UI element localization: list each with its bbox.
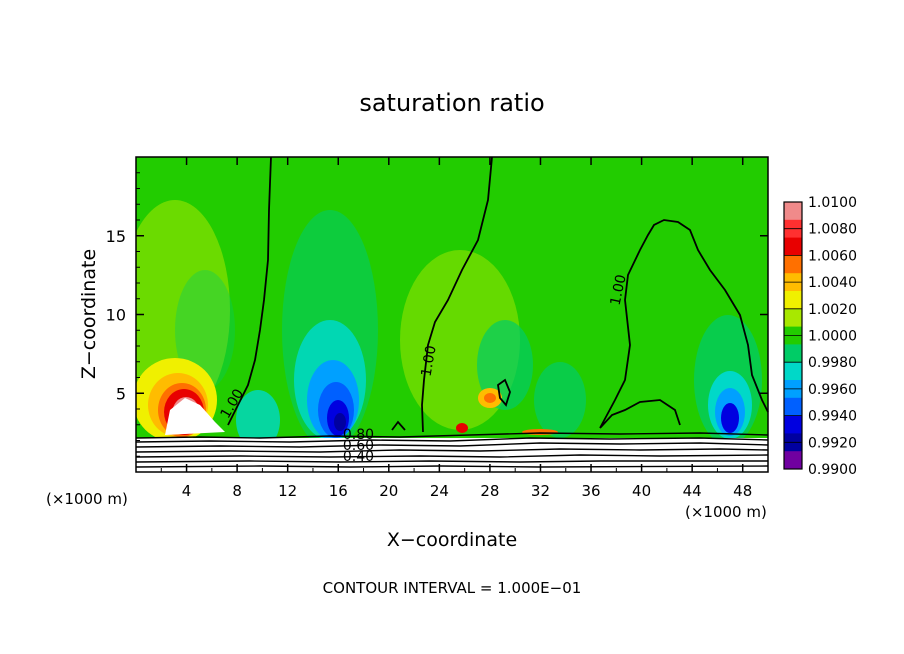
contour-1-00-c <box>599 219 769 429</box>
y-tick-label: 15 <box>106 227 126 246</box>
surface-contour-4 <box>136 448 768 453</box>
x-tick-label: 12 <box>278 482 297 500</box>
y-tick-label: 5 <box>116 384 126 403</box>
colorbar-label: 0.9980 <box>808 355 857 371</box>
x-tick-label: 8 <box>232 482 242 500</box>
colorbar-label: 1.0080 <box>808 222 857 238</box>
surface-contour-7 <box>136 465 768 468</box>
saturated-cloud-4 <box>165 398 225 435</box>
colorbar: 1.0100 1.0080 1.0060 1.0040 1.0020 1.0000 0.99… <box>783 195 857 478</box>
colorbar-swatch <box>784 255 802 274</box>
moist-spot-28b <box>484 393 496 403</box>
y-tick-label: 10 <box>106 306 126 325</box>
x-tick-label: 36 <box>581 482 600 500</box>
plume-dry-8 <box>236 390 280 450</box>
colorbar-swatch <box>784 291 802 310</box>
x-tick-label: 40 <box>632 482 651 500</box>
colorbar-swatch <box>784 451 802 470</box>
plume-dry-64 <box>175 270 235 390</box>
contour-1-00-a <box>227 156 272 426</box>
colorbar-label: 0.9920 <box>808 435 857 451</box>
y-axis-label: Z−coordinate <box>78 249 100 379</box>
colorbar-swatch <box>784 308 802 328</box>
contour-label: 1.00 <box>419 344 440 377</box>
plume-dry-30 <box>477 320 533 410</box>
surface-contour-2 <box>136 437 768 443</box>
saturation-field <box>136 157 768 472</box>
contour-label: 0.60 <box>343 438 374 454</box>
moist-spot-26 <box>456 423 468 433</box>
plume-dry-16f <box>334 413 346 431</box>
x-tick-label: 48 <box>733 482 752 500</box>
contour-1-00-e <box>391 420 406 431</box>
colorbar-label: 1.0040 <box>808 275 857 291</box>
contour-1-00-d <box>497 378 511 407</box>
plume-dry-46d <box>721 403 739 433</box>
surface-contours <box>136 432 768 468</box>
x-unit-right: (×1000 m) <box>685 503 767 521</box>
colorbar-label: 0.9960 <box>808 382 857 398</box>
contour-interval-note: CONTOUR INTERVAL = 1.000E−01 <box>323 579 582 597</box>
surface-contour-1 <box>136 432 768 439</box>
contour-lines <box>227 156 769 433</box>
colorbar-swatch <box>784 344 802 363</box>
x-unit-left: (×1000 m) <box>46 490 128 508</box>
x-tick-label: 24 <box>430 482 449 500</box>
colorbar-swatch <box>784 202 802 221</box>
colorbar-label: 1.0020 <box>808 302 857 318</box>
x-tick-label: 20 <box>379 482 398 500</box>
colorbar-label: 1.0060 <box>808 248 857 264</box>
contour-label: 1.00 <box>608 273 630 307</box>
chart-title: saturation ratio <box>359 89 544 117</box>
colorbar-label: 1.0100 <box>808 195 857 211</box>
x-axis-label: X−coordinate <box>387 529 517 551</box>
colorbar-swatch <box>784 362 802 381</box>
surface-contour-5 <box>136 454 768 458</box>
surface-contour-6 <box>136 460 768 463</box>
moist-spot-32 <box>522 429 558 435</box>
colorbar-swatch <box>784 237 802 256</box>
x-tick-label: 44 <box>683 482 702 500</box>
colorbar-label: 1.0000 <box>808 329 857 345</box>
colorbar-swatch <box>784 415 802 434</box>
colorbar-swatch <box>784 397 802 417</box>
plume-dry-34 <box>534 362 586 438</box>
surface-contour-3 <box>136 442 768 448</box>
colorbar-label: 0.9900 <box>808 462 857 478</box>
x-tick-label: 4 <box>182 482 192 500</box>
colorbar-label: 0.9940 <box>808 409 857 425</box>
x-tick-label: 16 <box>329 482 348 500</box>
contour-label: 0.40 <box>343 449 374 465</box>
x-tick-label: 32 <box>531 482 550 500</box>
x-tick-label: 28 <box>480 482 499 500</box>
contour-1-00-b <box>421 156 493 433</box>
contour-label: 0.80 <box>343 427 374 443</box>
